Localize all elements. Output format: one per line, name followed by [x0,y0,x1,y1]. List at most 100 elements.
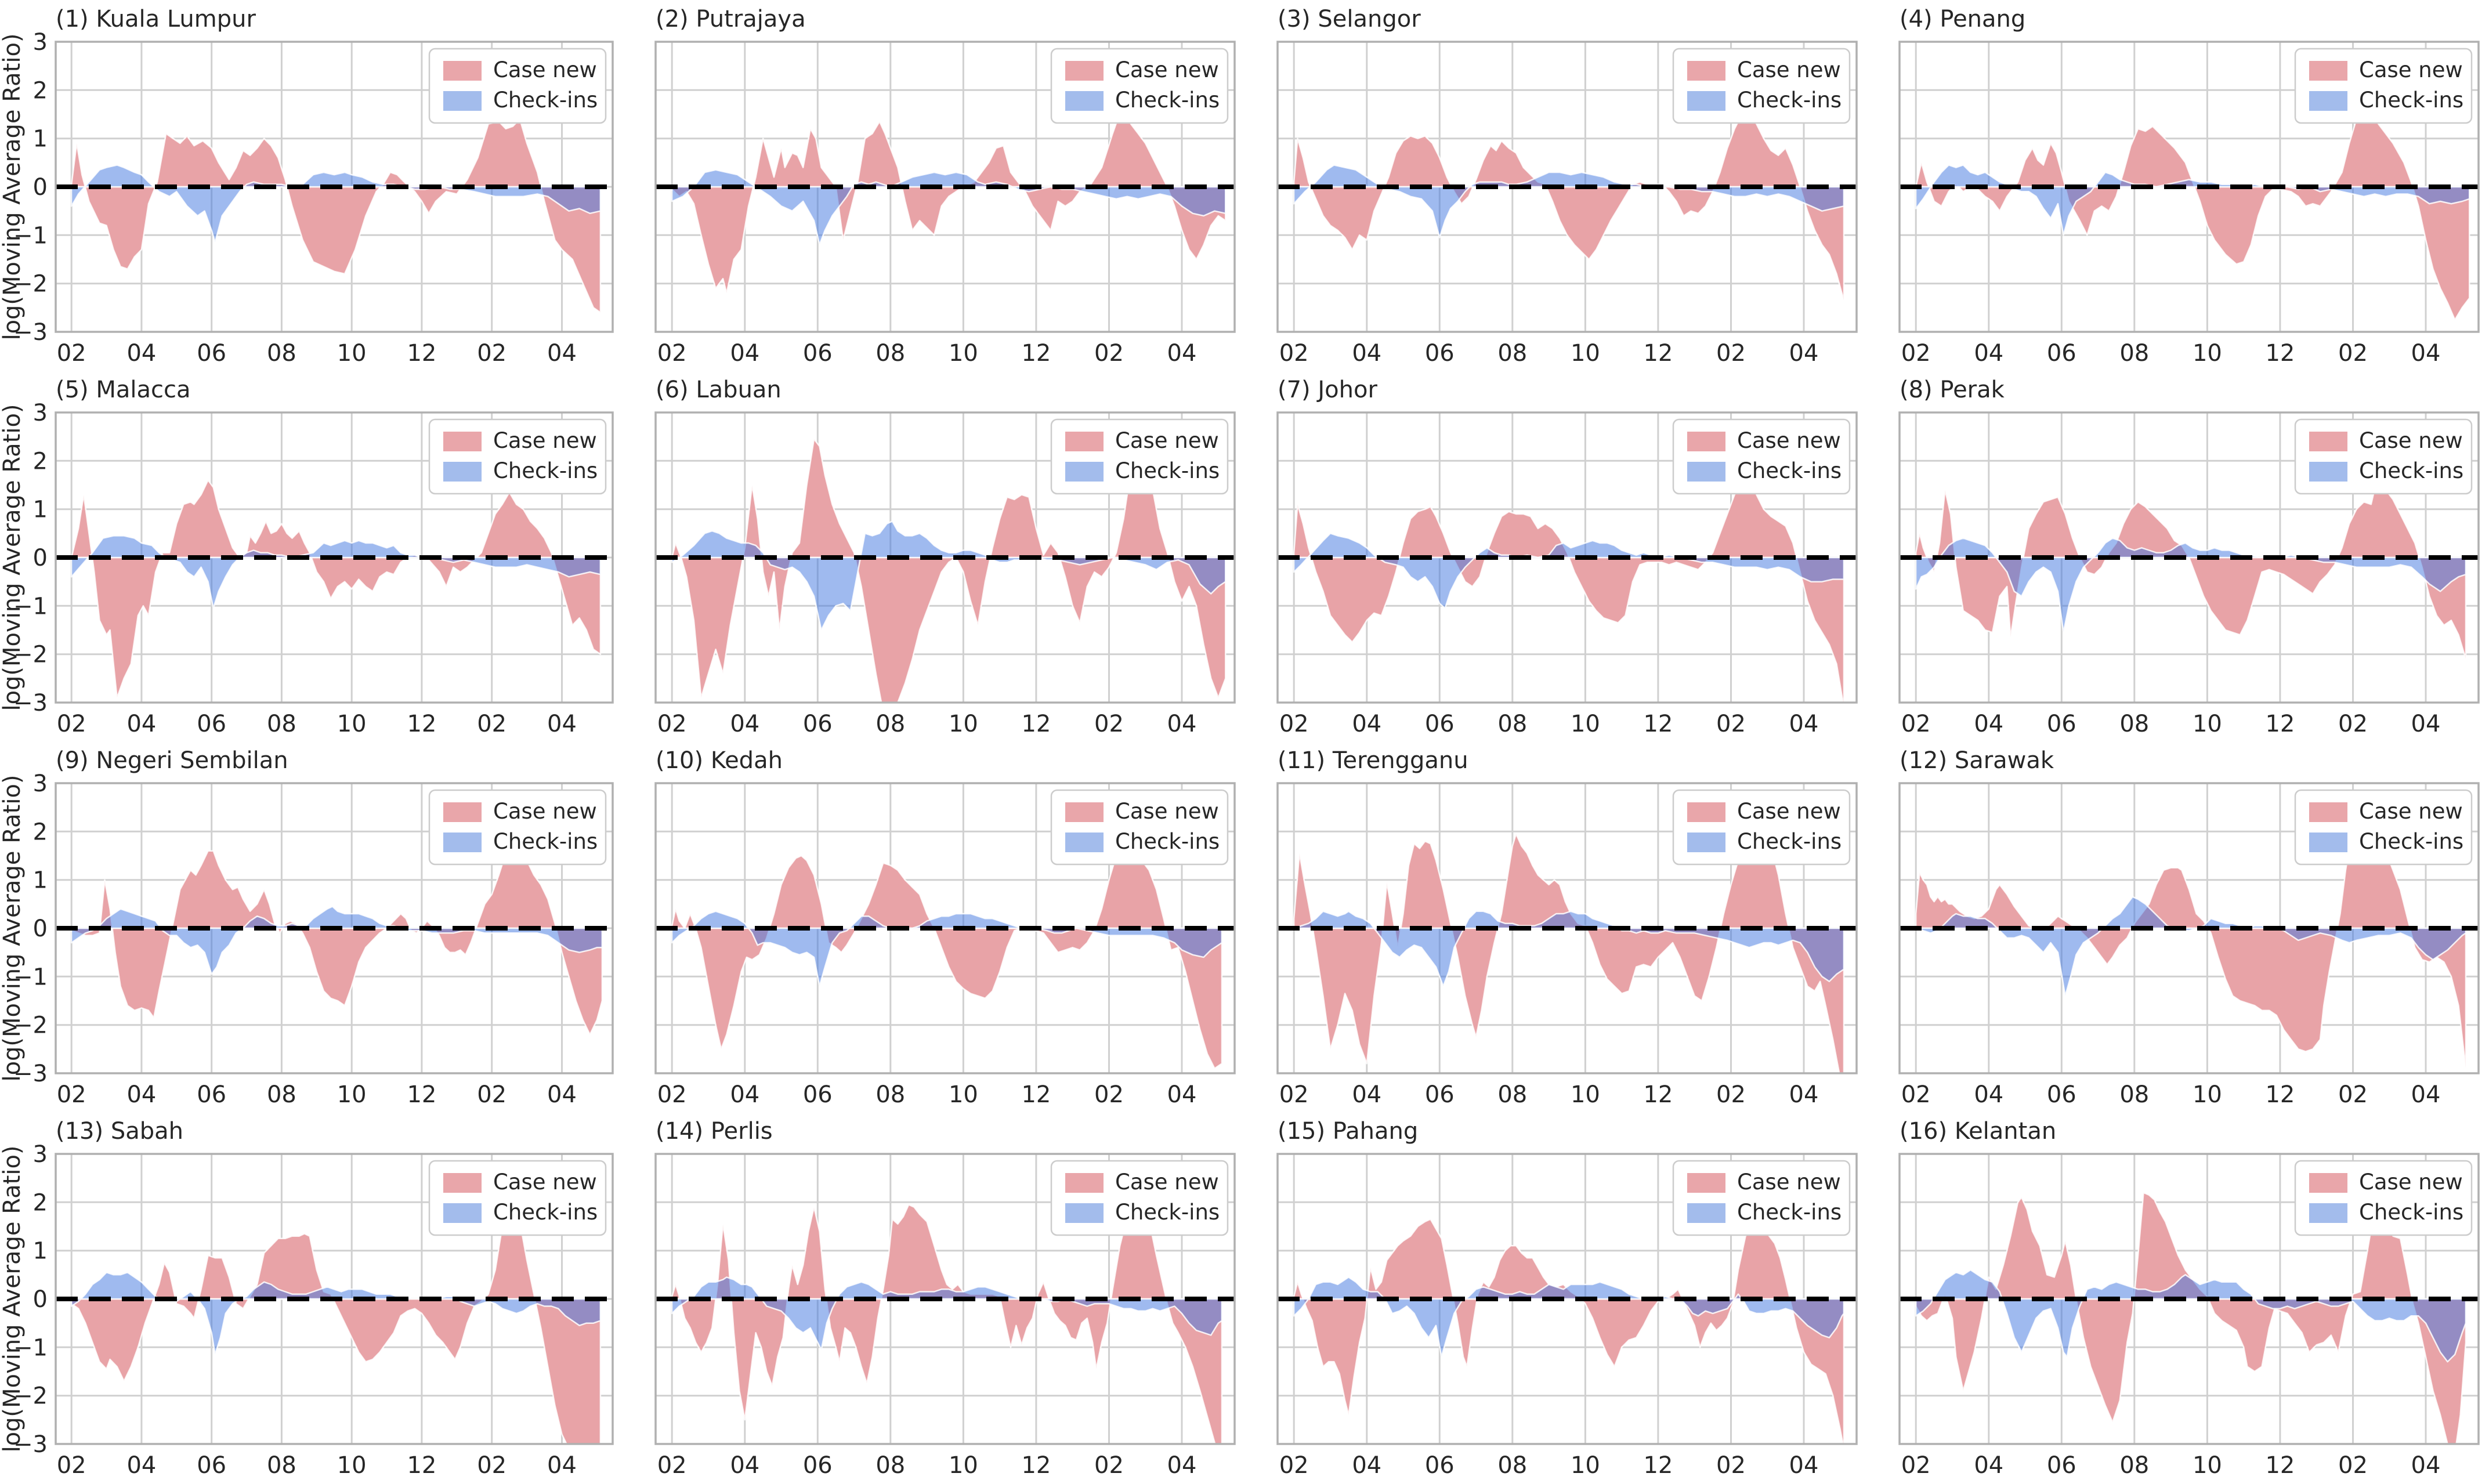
plot-area [55,411,614,704]
legend: Case new Check-ins [1672,48,1851,124]
x-tick-label: 04 [1352,711,1381,737]
y-tick-label: −3 [13,1060,48,1087]
case-new-area [70,1187,602,1444]
subplot-title: (16) Kelantan [1900,1118,2056,1145]
subplot-cell: (12) Sarawak 02 04 06 08 10 12 02 04 Case new Chec… [1866,741,2488,1112]
x-tick-label: 02 [2338,711,2368,737]
x-tick-label: 02 [1901,1452,1931,1479]
x-tick-label: 06 [2047,340,2076,367]
x-tick-label: 02 [2338,1452,2368,1479]
x-tick-label: 04 [1789,711,1819,737]
x-tick-label: 04 [547,1081,577,1108]
x-tick-label: 02 [1094,1452,1124,1479]
subplot-title: (14) Perlis [656,1118,773,1145]
legend-label-case-new: Case new [2359,799,2463,824]
x-tick-label: 06 [2047,1081,2076,1108]
x-tick-label: 04 [1167,711,1197,737]
x-tick-label: 06 [197,1452,226,1479]
subplot-cell: (8) Perak 02 04 06 08 10 12 02 04 Case new Check-i… [1866,371,2488,741]
x-tick-label: 06 [1425,1452,1455,1479]
x-tick-label: 04 [1974,1452,2003,1479]
legend-label-case-new: Case new [493,799,597,824]
subplot-svg: (8) Perak 02 04 06 08 10 12 02 04 Case new Check-i… [1898,377,2480,737]
subplot-title: (7) Johor [1278,377,1377,403]
y-tick-label: 1 [33,497,48,523]
x-tick-label: 10 [337,340,367,367]
subplot-svg: (16) Kelantan 02 04 06 08 10 12 02 04 Case new Che… [1898,1118,2480,1479]
legend-swatch-check-ins [2309,833,2347,852]
x-tick-label: 12 [1643,340,1673,367]
subplot-title: (8) Perak [1900,377,2005,403]
x-tick-label: 12 [1021,340,1051,367]
x-tick-label: 04 [126,711,156,737]
legend-label-case-new: Case new [1737,57,1841,82]
x-tick-label: 04 [547,1452,577,1479]
x-tick-label: 08 [267,340,296,367]
x-tick-label: 02 [477,340,507,367]
x-tick-label: 02 [1279,711,1309,737]
subplot-cell: (2) Putrajaya 02 04 06 08 10 12 02 04 Case new Che… [622,0,1244,371]
case-new-area [1915,99,2470,321]
subplot-title: (13) Sabah [56,1118,183,1145]
x-tick-label: 10 [949,711,978,737]
legend: Case new Check-ins [428,789,607,866]
x-tick-label: 10 [949,1452,978,1479]
x-tick-label: 02 [1901,1081,1931,1108]
subplot-svg: (12) Sarawak 02 04 06 08 10 12 02 04 Case new Chec… [1898,747,2480,1108]
x-tick-label: 06 [803,1081,833,1108]
y-tick-label: 0 [33,915,48,942]
x-tick-label: 06 [803,340,833,367]
x-tick-label: 08 [2119,1452,2149,1479]
x-tick-label: 02 [1094,340,1124,367]
x-tick-label: 02 [657,340,687,367]
y-tick-label: 1 [33,1238,48,1265]
case-new-area [70,848,603,1036]
x-tick-label: 02 [2338,340,2368,367]
legend-label-check-ins: Check-ins [493,1200,598,1225]
y-tick-label: 1 [33,126,48,153]
subplot-cell: (9) Negeri Sembilan 02 04 06 08 10 12 02 04 3 2 1 0−… [0,741,622,1112]
legend-label-check-ins: Check-ins [1737,458,1842,483]
legend-label-case-new: Case new [1737,799,1841,824]
x-tick-label: 12 [1021,711,1051,737]
x-tick-label: 08 [876,1081,905,1108]
subplot-svg: (4) Penang 02 04 06 08 10 12 02 04 Case new Check-… [1898,6,2480,367]
subplot-title: (11) Terengganu [1278,747,1468,774]
legend: Case new Check-ins [2294,1160,2473,1236]
legend: Case new Check-ins [1672,789,1851,866]
x-tick-label: 04 [1352,1081,1381,1108]
plot-area [1898,782,2480,1074]
legend-swatch-case-new [2309,432,2347,451]
x-tick-label: 02 [2338,1081,2368,1108]
subplot-svg: (15) Pahang 02 04 06 08 10 12 02 04 Case new Check… [1276,1118,1858,1479]
legend-label-case-new: Case new [1737,428,1841,453]
y-tick-label: 0 [33,174,48,201]
x-tick-label: 08 [1497,340,1527,367]
legend: Case new Check-ins [428,48,607,124]
x-tick-label: 02 [57,340,86,367]
legend-label-check-ins: Check-ins [1115,458,1220,483]
x-tick-label: 02 [1716,1081,1746,1108]
legend-label-case-new: Case new [493,428,597,453]
check-ins-area [70,906,603,975]
legend-swatch-case-new [1065,432,1104,451]
x-tick-label: 12 [2265,711,2295,737]
legend: Case new Check-ins [1050,48,1229,124]
x-tick-label: 04 [1167,1452,1197,1479]
legend-swatch-case-new [2309,1173,2347,1193]
x-tick-label: 02 [1279,1081,1309,1108]
y-tick-label: −1 [13,964,48,990]
y-tick-label: −3 [13,690,48,716]
subplot-cell: (3) Selangor 02 04 06 08 10 12 02 04 Case new Chec… [1244,0,1866,371]
case-new-area [1293,475,1845,703]
legend-label-case-new: Case new [493,57,597,82]
legend-swatch-check-ins [1065,1203,1104,1223]
legend-label-check-ins: Check-ins [2359,1200,2463,1225]
x-tick-label: 10 [2193,1452,2222,1479]
x-tick-label: 04 [730,1452,759,1479]
subplot-cell: (10) Kedah 02 04 06 08 10 12 02 04 Case new Check-… [622,741,1244,1112]
legend-label-check-ins: Check-ins [1115,88,1220,113]
subplot-title: (5) Malacca [56,377,191,403]
